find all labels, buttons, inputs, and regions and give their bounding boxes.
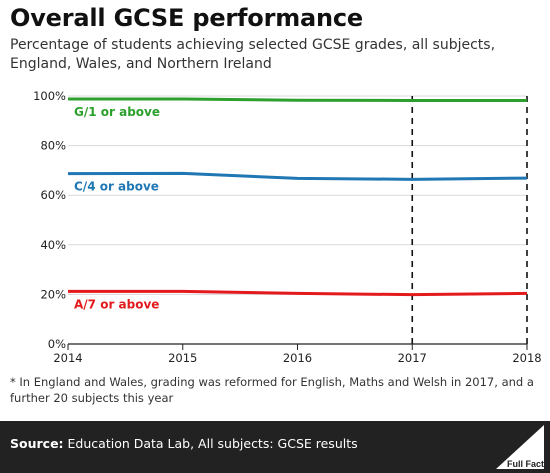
series-line [68, 97, 527, 102]
series-label: C/4 or above [74, 180, 159, 194]
x-tick-label: 2015 [168, 351, 197, 365]
source-label: Source: [10, 436, 64, 451]
y-tick-label: 20% [40, 287, 66, 301]
x-tick-label: 2016 [283, 351, 312, 365]
y-tick-label: 0% [48, 337, 66, 351]
axes: 0% 20% 40% 60% 80% 100% 2014 2015 2016 2017 2018 [33, 89, 542, 365]
y-tick-label: 100% [33, 89, 66, 103]
chart-title: Overall GCSE performance [10, 4, 364, 32]
logo-triangle-icon [496, 425, 544, 469]
y-tick-label: 80% [40, 139, 66, 153]
source-line: Source: Education Data Lab, All subjects… [10, 436, 358, 451]
x-tick-label: 2017 [398, 351, 427, 365]
y-tick-label: 60% [40, 188, 66, 202]
footer-bar: Source: Education Data Lab, All subjects… [0, 421, 550, 473]
series-labels: G/1 or above C/4 or above A/7 or above [74, 105, 160, 311]
series-line [67, 171, 528, 181]
series-label: G/1 or above [74, 105, 160, 119]
logo-text: Full Fact [506, 459, 544, 469]
series-lines [67, 97, 528, 297]
source-text: Education Data Lab, All subjects: GCSE r… [67, 436, 358, 451]
chart-subtitle: Percentage of students achieving selecte… [10, 37, 496, 72]
x-tick-label: 2018 [512, 351, 541, 365]
series-line [68, 289, 528, 297]
x-tick-label: 2014 [53, 351, 82, 365]
series-label: A/7 or above [74, 297, 159, 311]
full-fact-logo: Full Fact [496, 425, 544, 469]
reference-lines [411, 96, 528, 344]
gridlines [68, 95, 527, 295]
line-chart: 0% 20% 40% 60% 80% 100% 2014 2015 2016 2017 2018 G… [33, 89, 542, 365]
footnote: * In England and Wales, grading was refo… [10, 375, 534, 405]
y-tick-label: 40% [40, 238, 66, 252]
